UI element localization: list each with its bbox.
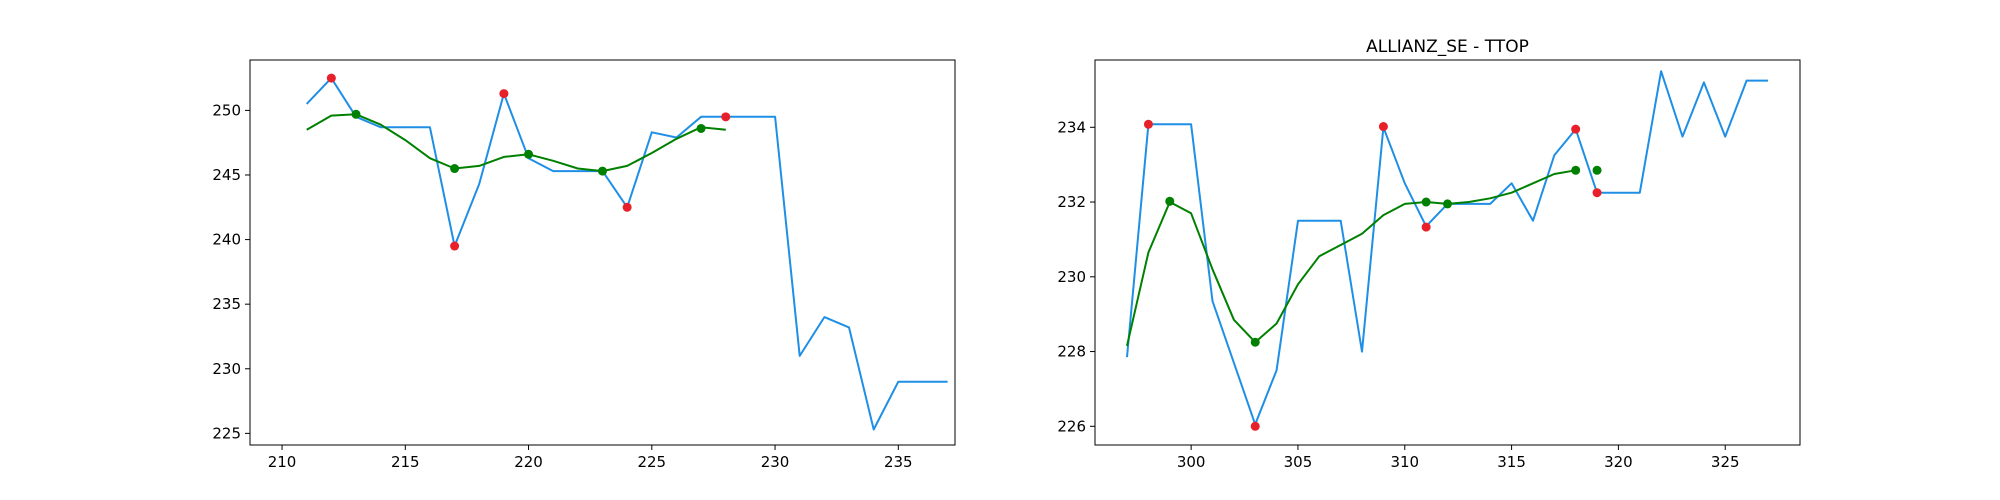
- y-tick-label: 245: [212, 166, 241, 184]
- red-point: [1250, 421, 1260, 431]
- x-tick-label: 210: [268, 453, 297, 471]
- y-tick-label: 232: [1057, 193, 1086, 211]
- y-tick-label: 225: [212, 424, 241, 442]
- chart-title: ALLIANZ_SE - TTOP: [1366, 37, 1529, 57]
- y-tick-label: 250: [212, 101, 241, 119]
- y-tick-label: 235: [212, 295, 241, 313]
- x-tick-label: 320: [1604, 453, 1633, 471]
- x-tick-label: 225: [637, 453, 666, 471]
- plot-frame: [1094, 59, 1801, 446]
- x-tick-label: 325: [1711, 453, 1740, 471]
- x-tick-label: 220: [514, 453, 543, 471]
- red-point: [1143, 119, 1153, 129]
- x-tick-label: 215: [391, 453, 420, 471]
- green-point: [598, 166, 607, 176]
- y-tick-label: 234: [1057, 118, 1086, 136]
- green-point: [696, 123, 706, 133]
- red-point: [499, 89, 509, 99]
- red-point: [326, 73, 336, 83]
- plot-frame: [249, 59, 956, 446]
- red-point: [1571, 124, 1581, 134]
- red-point: [1421, 222, 1431, 232]
- green-point: [1443, 199, 1452, 209]
- green-point: [1571, 165, 1581, 175]
- smooth-line: [1126, 169, 1576, 347]
- red-point: [450, 241, 460, 251]
- chart-left: 210 215 220 225 230 235 225 230 235 240 245 250: [212, 59, 956, 471]
- x-tick-label: 310: [1390, 453, 1419, 471]
- x-tick-label: 300: [1177, 453, 1206, 471]
- y-tick-label: 226: [1057, 417, 1086, 435]
- green-point: [450, 164, 460, 174]
- y-tick-label: 230: [212, 360, 241, 378]
- y-tick-label: 240: [212, 231, 241, 249]
- green-point: [524, 149, 534, 159]
- smooth-line: [306, 113, 726, 173]
- x-tick-label: 230: [761, 453, 790, 471]
- green-point: [351, 109, 361, 119]
- x-tick-label: 235: [884, 453, 913, 471]
- green-point: [1165, 196, 1175, 206]
- red-point: [1592, 188, 1602, 198]
- price-line: [1126, 70, 1768, 426]
- y-tick-label: 228: [1057, 343, 1086, 361]
- red-point: [1378, 122, 1388, 132]
- red-point: [622, 202, 632, 212]
- green-point: [1592, 165, 1602, 175]
- chart-right: ALLIANZ_SE - TTOP 300 305 310 315 320 325 226 22…: [1057, 37, 1801, 471]
- price-line: [305, 77, 948, 431]
- green-point: [1421, 197, 1431, 207]
- red-point: [721, 112, 731, 122]
- green-point: [1250, 337, 1260, 347]
- x-tick-label: 305: [1284, 453, 1313, 471]
- x-tick-label: 315: [1497, 453, 1526, 471]
- y-tick-label: 230: [1057, 268, 1086, 286]
